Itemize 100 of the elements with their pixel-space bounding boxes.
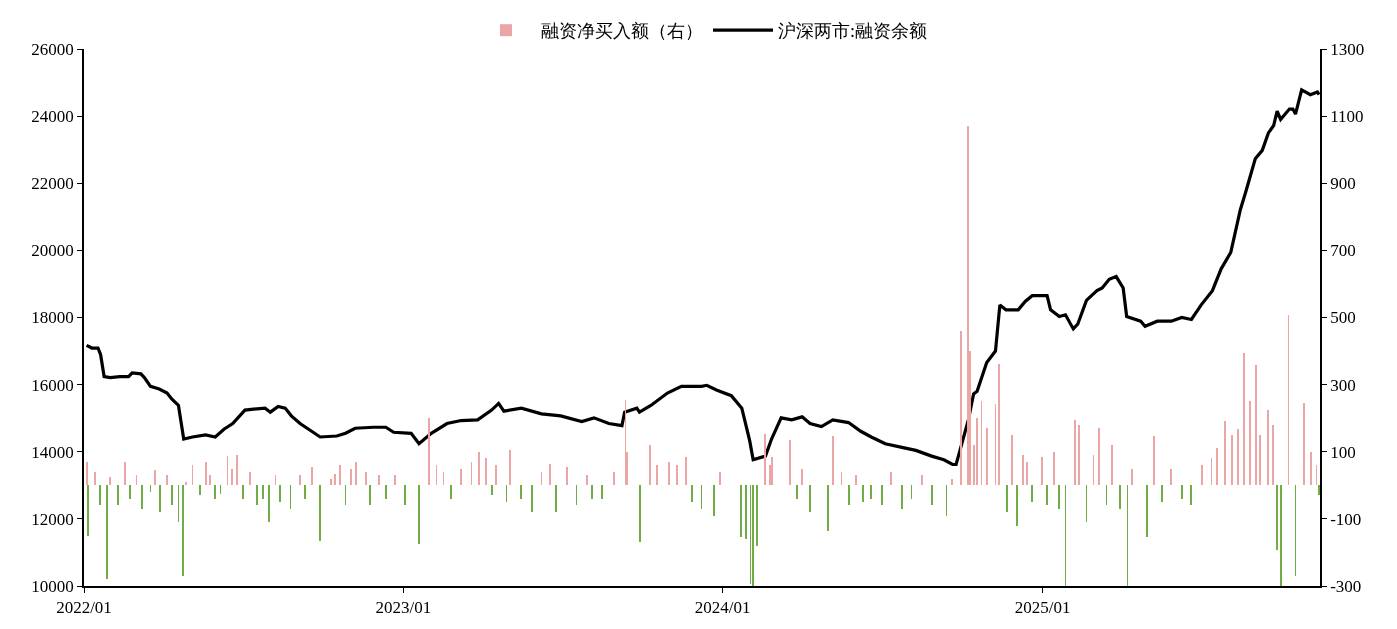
y-tick-label: 22000 bbox=[31, 174, 74, 194]
bar bbox=[555, 485, 557, 512]
bar bbox=[369, 485, 371, 505]
bar bbox=[591, 485, 593, 499]
bar bbox=[870, 485, 872, 499]
y-tick-label: 24000 bbox=[31, 107, 74, 127]
bar bbox=[998, 364, 1000, 485]
x-tick-label: 2022/01 bbox=[56, 598, 112, 618]
bar bbox=[249, 472, 251, 485]
bar bbox=[450, 485, 452, 499]
bar bbox=[242, 485, 244, 499]
bar bbox=[279, 485, 281, 502]
bar bbox=[404, 485, 406, 505]
bar bbox=[86, 462, 88, 485]
bar bbox=[1074, 420, 1076, 485]
bar bbox=[809, 485, 811, 512]
bar bbox=[418, 485, 420, 544]
bar bbox=[460, 469, 462, 485]
bar bbox=[960, 331, 962, 485]
y2-tick-label: 1300 bbox=[1330, 39, 1365, 59]
bar bbox=[1016, 485, 1018, 526]
bar bbox=[951, 479, 953, 485]
bar bbox=[1181, 485, 1183, 499]
bar bbox=[495, 465, 497, 485]
bar bbox=[124, 462, 126, 485]
y2-tick-label: -300 bbox=[1330, 576, 1362, 596]
bar bbox=[832, 436, 834, 485]
bar bbox=[1153, 436, 1155, 485]
legend-label: 融资净买入额（右） bbox=[541, 21, 703, 42]
y-tick-label: 18000 bbox=[31, 308, 74, 328]
bar bbox=[1303, 403, 1305, 485]
bar bbox=[199, 485, 201, 495]
bar bbox=[1046, 485, 1048, 505]
x-tick-label: 2024/01 bbox=[694, 598, 751, 618]
bar bbox=[740, 485, 742, 537]
bar bbox=[355, 462, 357, 485]
bar bbox=[586, 475, 588, 485]
y2-tick-label: 300 bbox=[1330, 375, 1356, 395]
bar bbox=[1216, 448, 1218, 485]
bar bbox=[428, 418, 430, 485]
bar bbox=[676, 465, 678, 485]
y-tick-label: 10000 bbox=[31, 576, 74, 596]
bar bbox=[1249, 401, 1251, 485]
bar bbox=[231, 469, 233, 485]
bar bbox=[171, 485, 173, 505]
bar bbox=[159, 485, 161, 512]
bar bbox=[478, 452, 480, 485]
bar bbox=[1022, 455, 1024, 485]
bar bbox=[881, 485, 883, 505]
bar bbox=[656, 465, 658, 485]
bar bbox=[99, 485, 101, 505]
bar bbox=[330, 479, 332, 485]
bar bbox=[1237, 429, 1239, 485]
bar bbox=[745, 485, 747, 539]
bar bbox=[1310, 452, 1312, 485]
bar bbox=[901, 485, 903, 509]
bar bbox=[509, 450, 511, 485]
y2-tick-label: 900 bbox=[1330, 174, 1356, 194]
bar bbox=[1259, 435, 1261, 485]
bar bbox=[214, 485, 216, 499]
bar bbox=[1201, 465, 1203, 485]
bar bbox=[756, 485, 758, 546]
bar bbox=[1280, 485, 1282, 586]
bar bbox=[311, 467, 313, 485]
bar bbox=[485, 458, 487, 485]
bar bbox=[236, 455, 238, 485]
bar bbox=[520, 485, 522, 499]
bar bbox=[649, 445, 651, 485]
bar bbox=[182, 485, 184, 576]
y2-tick-label: 500 bbox=[1330, 308, 1356, 328]
bar bbox=[685, 457, 687, 485]
bar bbox=[109, 477, 111, 485]
bar bbox=[601, 485, 603, 499]
bar bbox=[827, 485, 829, 531]
bar bbox=[668, 462, 670, 485]
bar bbox=[848, 485, 850, 505]
bar bbox=[796, 485, 798, 499]
bar bbox=[531, 485, 533, 512]
bar bbox=[141, 485, 143, 509]
bar bbox=[1098, 428, 1100, 485]
bar bbox=[1161, 485, 1163, 502]
y-tick-label: 20000 bbox=[31, 241, 74, 261]
bar bbox=[1231, 435, 1233, 485]
bar bbox=[365, 472, 367, 485]
bar bbox=[931, 485, 933, 505]
bar bbox=[976, 418, 978, 485]
y2-tick-label: -100 bbox=[1330, 509, 1362, 529]
bar bbox=[639, 485, 641, 542]
bar bbox=[117, 485, 119, 505]
y-tick-label: 14000 bbox=[31, 442, 74, 462]
bar bbox=[378, 475, 380, 485]
bar bbox=[1053, 452, 1055, 485]
bar bbox=[986, 428, 988, 485]
bar bbox=[1243, 353, 1245, 485]
bar bbox=[154, 470, 156, 485]
bar bbox=[1267, 410, 1269, 485]
bar bbox=[166, 475, 168, 485]
y-tick-label: 16000 bbox=[31, 375, 74, 395]
bar bbox=[1031, 485, 1033, 502]
bar bbox=[262, 485, 264, 499]
